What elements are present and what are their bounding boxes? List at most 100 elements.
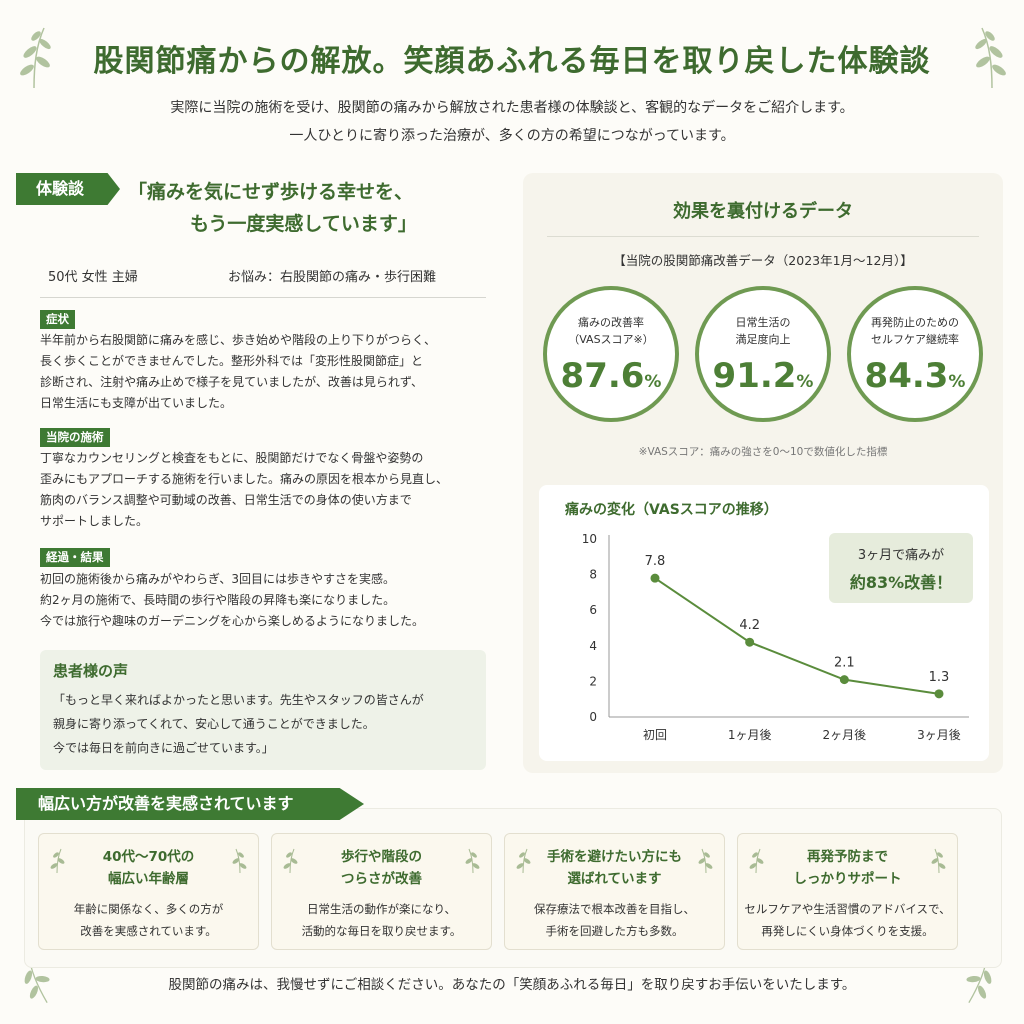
leaf-branch-icon	[14, 26, 54, 90]
intro-line: 実際に当院の施術を受け、股関節の痛みから解放された患者様の体験談と、客観的なデー…	[170, 100, 854, 116]
improvement-callout: 3ヶ月で痛みが 約83%改善！	[829, 533, 973, 603]
chart-title: 痛みの変化（VASスコアの推移）	[565, 502, 778, 518]
series-line	[654, 577, 940, 695]
feature-title-line: 歩行や階段の	[341, 849, 422, 865]
story-headline-line: 「痛みを気にせず歩ける幸せを、	[128, 181, 414, 203]
treatment-label: 当院の施術	[40, 428, 110, 447]
stat-value: 87.6%	[547, 356, 675, 396]
feature-desc: セルフケアや生活習慣のアドバイスで、 再発しにくい身体づくりを支援。	[738, 898, 957, 942]
feature-desc-line: 改善を実感されています。	[80, 924, 217, 938]
feature-desc-line: 年齢に関係なく、多くの方が	[73, 902, 224, 916]
feature-title-line: 選ばれています	[567, 871, 662, 887]
data-point	[745, 637, 755, 647]
footer-message: 股関節の痛みは、我慢せずにご相談ください。あなたの「笑顔あふれる毎日」を取り戻す…	[168, 977, 856, 993]
text-line: 長く歩くことができませんでした。整形外科では「変形性股関節症」と	[40, 354, 424, 368]
data-point	[650, 573, 660, 583]
feature-title-line: 手術を避けたい方にも	[547, 849, 682, 865]
leaf-sprig-icon	[49, 848, 65, 878]
treatment-text: 丁寧なカウンセリングと検査をもとに、股関節だけでなく骨盤や姿勢の 歪みにもアプロ…	[40, 448, 490, 532]
stat-number: 87.6	[560, 356, 645, 396]
voice-text: 「もっと早く来ればよかったと思います。先生やスタッフの皆さんが 親身に寄り添って…	[53, 688, 477, 760]
patient-worry: お悩み：右股関節の痛み・歩行困難	[228, 270, 437, 285]
divider	[547, 236, 979, 237]
feature-card: 手術を避けたい方にも 選ばれています 保存療法で根本改善を目指し、 手術を回避した方…	[504, 833, 725, 950]
vas-note: ※VASスコア：痛みの強さを0～10で数値化した指標	[638, 446, 888, 458]
feature-card: 歩行や階段の つらさが改善 日常生活の動作が楽になり、 活動的な毎日を取り戻せます。	[271, 833, 492, 950]
text-line: 「もっと早く来ればよかったと思います。先生やスタッフの皆さんが	[53, 693, 424, 707]
chart-card: 痛みの変化（VASスコアの推移） 0 2 4 6 8 10 初回 1ヶ月後 2ヶ月後 3ヶ月後 7.…	[539, 485, 989, 761]
leaf-sprig-icon	[465, 848, 481, 878]
text-line: 約2ヶ月の施術で、長時間の歩行や階段の昇降も楽になりました。	[40, 593, 396, 607]
story-tag: 体験談	[16, 173, 120, 205]
feature-desc-line: 再発しにくい身体づくりを支援。	[761, 924, 934, 938]
patient-voice-box: 患者様の声 「もっと早く来ればよかったと思います。先生やスタッフの皆さんが 親身…	[40, 650, 486, 770]
wide-section-tag: 幅広い方が改善を実感されています	[16, 788, 364, 820]
feature-card: 40代～70代の 幅広い年齢層 年齢に関係なく、多くの方が 改善を実感されています。	[38, 833, 259, 950]
patient-profile: 50代 女性 主婦 お悩み：右股関節の痛み・歩行困難	[40, 262, 486, 298]
stat-label-line: 日常生活の	[735, 316, 791, 329]
stat-value: 84.3%	[851, 356, 979, 396]
text-line: 半年前から右股関節に痛みを感じ、歩き始めや階段の上り下りがつらく、	[40, 333, 437, 347]
stat-unit: %	[948, 372, 966, 392]
data-label: 4.2	[739, 618, 760, 633]
stat-label-line: 再発防止のための	[871, 316, 959, 329]
data-label: 7.8	[645, 554, 666, 569]
intro-line: 一人ひとりに寄り添った治療が、多くの方の希望につながっています。	[289, 128, 735, 144]
y-tick-label: 0	[589, 710, 597, 724]
leaf-sprig-icon	[698, 848, 714, 878]
feature-title-line: 再発予防まで	[807, 849, 888, 865]
symptoms-text: 半年前から右股関節に痛みを感じ、歩き始めや階段の上り下りがつらく、 長く歩くこと…	[40, 330, 490, 414]
data-title: 効果を裏付けるデータ	[673, 201, 853, 222]
leaf-branch-icon	[972, 26, 1012, 90]
page-title: 股関節痛からの解放。笑顔あふれる毎日を取り戻した体験談	[93, 44, 931, 79]
stat-number: 84.3	[864, 356, 949, 396]
feature-title-line: 40代～70代の	[102, 849, 195, 865]
leaf-sprig-icon	[931, 848, 947, 878]
feature-desc: 保存療法で根本改善を目指し、 手術を回避した方も多数。	[505, 898, 724, 942]
text-line: 診断され、注射や痛み止めで様子を見ていましたが、改善は見られず、	[40, 375, 424, 389]
y-tick-label: 8	[589, 568, 597, 582]
text-line: 今では旅行や趣味のガーデニングを心から楽しめるようになりました。	[40, 614, 425, 628]
stat-number: 91.2	[712, 356, 797, 396]
x-tick-label: 3ヶ月後	[917, 728, 961, 742]
stat-label-line: （VASスコア※）	[568, 333, 654, 346]
symptoms-label: 症状	[40, 310, 75, 329]
stat-satisfaction: 日常生活の 満足度向上 91.2%	[695, 286, 831, 422]
text-line: 筋肉のバランス調整や可動域の改善、日常生活での身体の使い方まで	[40, 493, 412, 507]
leaf-sprig-icon	[515, 848, 531, 878]
stat-unit: %	[644, 372, 662, 392]
feature-desc-line: 活動的な毎日を取り戻せます。	[301, 924, 462, 938]
data-label: 1.3	[929, 670, 950, 685]
text-line: 今では毎日を前向きに過ごせています。」	[53, 741, 274, 755]
stat-value: 91.2%	[699, 356, 827, 396]
feature-title: 40代～70代の 幅広い年齢層	[39, 846, 258, 890]
stat-selfcare: 再発防止のための セルフケア継続率 84.3%	[847, 286, 983, 422]
leaf-sprig-icon	[232, 848, 248, 878]
x-tick-label: 初回	[643, 728, 667, 742]
x-tick-label: 1ヶ月後	[728, 728, 772, 742]
leaf-sprig-icon	[282, 848, 298, 878]
stat-label: 痛みの改善率 （VASスコア※）	[553, 314, 669, 348]
data-panel: 効果を裏付けるデータ 【当院の股関節痛改善データ（2023年1月～12月）】 痛…	[523, 173, 1003, 773]
result-text: 初回の施術後から痛みがやわらぎ、3回目には歩きやすさを実感。 約2ヶ月の施術で、…	[40, 569, 490, 632]
stat-pain-improvement: 痛みの改善率 （VASスコア※） 87.6%	[543, 286, 679, 422]
feature-title: 歩行や階段の つらさが改善	[272, 846, 491, 890]
text-line: 初回の施術後から痛みがやわらぎ、3回目には歩きやすさを実感。	[40, 572, 396, 586]
feature-card: 再発予防まで しっかりサポート セルフケアや生活習慣のアドバイスで、 再発しにくい身…	[737, 833, 958, 950]
feature-desc-line: 日常生活の動作が楽になり、	[306, 902, 457, 916]
stat-label-line: セルフケア継続率	[871, 333, 959, 346]
x-tick-label: 2ヶ月後	[823, 728, 867, 742]
y-tick-label: 2	[589, 674, 597, 688]
data-subtitle: 【当院の股関節痛改善データ（2023年1月～12月）】	[613, 253, 913, 268]
stat-label-line: 痛みの改善率	[578, 316, 644, 329]
text-line: 親身に寄り添ってくれて、安心して通うことができました。	[53, 717, 375, 731]
callout-line: 3ヶ月で痛みが	[857, 548, 945, 563]
stat-label-line: 満足度向上	[735, 333, 791, 346]
intro-text: 実際に当院の施術を受け、股関節の痛みから解放された患者様の体験談と、客観的なデー…	[0, 94, 1024, 150]
story-headline: 「痛みを気にせず歩ける幸せを、 もう一度実感しています」	[128, 176, 478, 240]
feature-title-line: しっかりサポート	[793, 871, 902, 887]
feature-title-line: 幅広い年齢層	[108, 871, 189, 887]
vas-line-chart: 0 2 4 6 8 10 初回 1ヶ月後 2ヶ月後 3ヶ月後 7.8 4.2 2.1 1.3	[582, 532, 969, 742]
y-tick-label: 4	[589, 639, 597, 653]
data-label: 2.1	[834, 656, 855, 671]
